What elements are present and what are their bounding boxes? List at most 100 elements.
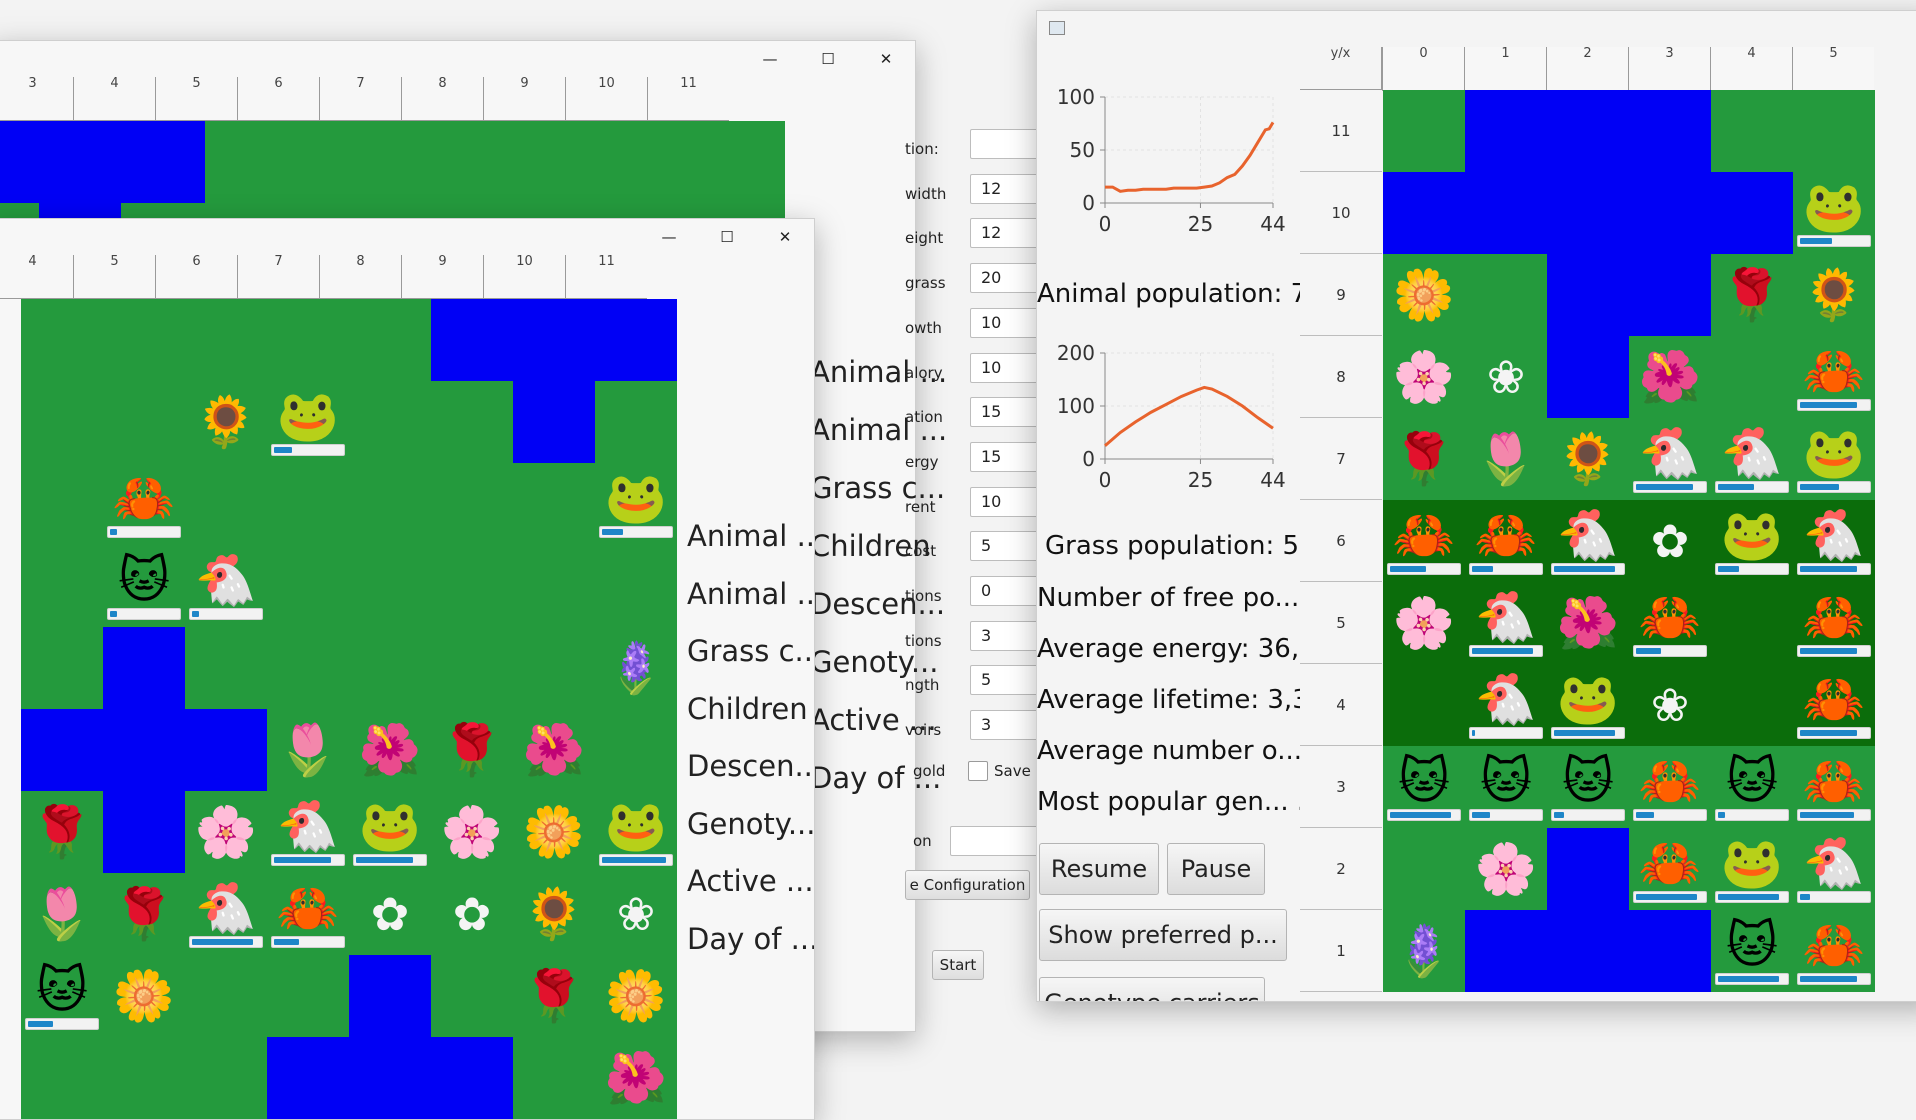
grass-cell[interactable] — [595, 709, 677, 791]
save-configuration-button[interactable]: e Configuration — [905, 870, 1030, 900]
grass-cell[interactable] — [431, 955, 513, 1037]
grass-cell[interactable]: 🌸 — [431, 791, 513, 873]
jungle-cell[interactable]: 🐔 — [1547, 500, 1629, 582]
genotype-carriers-button[interactable]: Genotype carriers — [1039, 977, 1265, 1002]
grass-cell[interactable]: 🌻 — [513, 873, 595, 955]
grass-cell[interactable]: 🌻 — [1547, 418, 1629, 500]
water-cell[interactable] — [103, 791, 185, 873]
grass-cell[interactable] — [185, 299, 267, 381]
water-cell[interactable] — [103, 709, 185, 791]
jungle-cell[interactable]: 🦀 — [1793, 582, 1875, 664]
grass-cell[interactable] — [431, 381, 513, 463]
water-cell[interactable] — [431, 299, 513, 381]
grass-cell[interactable] — [267, 955, 349, 1037]
grass-cell[interactable]: 🐱 — [1711, 746, 1793, 828]
grass-cell[interactable]: 🪻 — [595, 627, 677, 709]
water-cell[interactable] — [1547, 336, 1629, 418]
grass-cell[interactable]: 🐱 — [1547, 746, 1629, 828]
grass-cell[interactable]: 🐱 — [1465, 746, 1547, 828]
config-field-input[interactable]: 10 — [970, 308, 1040, 338]
grass-cell[interactable]: 🐔 — [185, 873, 267, 955]
grass-cell[interactable]: 🌺 — [1629, 336, 1711, 418]
grass-cell[interactable]: 🐱 — [1383, 746, 1465, 828]
water-cell[interactable] — [267, 1037, 349, 1119]
grass-cell[interactable]: 🌹 — [103, 873, 185, 955]
water-cell[interactable] — [595, 299, 677, 381]
grass-cell[interactable] — [21, 463, 103, 545]
grass-cell[interactable] — [267, 463, 349, 545]
water-cell[interactable] — [513, 381, 595, 463]
grass-cell[interactable] — [103, 1037, 185, 1119]
grass-cell[interactable] — [513, 1037, 595, 1119]
config-field-input[interactable]: 5 — [970, 665, 1040, 695]
grass-cell[interactable] — [1711, 336, 1793, 418]
jungle-cell[interactable] — [1383, 664, 1465, 746]
grass-cell[interactable]: 🌺 — [595, 1037, 677, 1119]
grass-cell[interactable]: 🌹 — [21, 791, 103, 873]
grass-cell[interactable]: 🦀 — [1793, 910, 1875, 992]
water-cell[interactable] — [1465, 172, 1547, 254]
water-cell[interactable] — [1547, 254, 1629, 336]
water-cell[interactable] — [349, 955, 431, 1037]
grass-cell[interactable] — [21, 299, 103, 381]
grass-cell[interactable]: ✿ — [349, 873, 431, 955]
grass-cell[interactable]: 🌸 — [1383, 336, 1465, 418]
grass-cell[interactable] — [431, 463, 513, 545]
jungle-cell[interactable]: 🌸 — [1383, 582, 1465, 664]
grass-cell[interactable] — [21, 627, 103, 709]
config-field-input[interactable]: 3 — [970, 710, 1040, 740]
grass-cell[interactable] — [431, 627, 513, 709]
grass-cell[interactable]: ❀ — [595, 873, 677, 955]
grass-cell[interactable]: 🌹 — [1711, 254, 1793, 336]
grass-cell[interactable]: 🌼 — [595, 955, 677, 1037]
grass-cell[interactable]: 🐔 — [1629, 418, 1711, 500]
grass-cell[interactable] — [349, 463, 431, 545]
water-cell[interactable] — [1465, 910, 1547, 992]
config-field-input[interactable] — [970, 129, 1040, 159]
grass-cell[interactable]: 🦀 — [1629, 746, 1711, 828]
grass-cell[interactable] — [185, 955, 267, 1037]
grass-cell[interactable]: 🦀 — [267, 873, 349, 955]
grass-cell[interactable]: 🌹 — [513, 955, 595, 1037]
grass-cell[interactable]: 🌺 — [513, 709, 595, 791]
jungle-cell[interactable]: ❀ — [1629, 664, 1711, 746]
grass-cell[interactable] — [185, 1037, 267, 1119]
grass-cell[interactable] — [267, 627, 349, 709]
jungle-cell[interactable]: 🐸 — [1711, 500, 1793, 582]
config-field-input[interactable]: 20 — [970, 263, 1040, 293]
grass-cell[interactable] — [1383, 90, 1465, 172]
config-field-input[interactable]: 3 — [970, 621, 1040, 651]
jungle-cell[interactable]: 🐔 — [1793, 500, 1875, 582]
jungle-cell[interactable]: 🦀 — [1465, 500, 1547, 582]
grass-cell[interactable]: 🐔 — [185, 545, 267, 627]
grass-cell[interactable] — [103, 381, 185, 463]
jungle-cell[interactable] — [1711, 582, 1793, 664]
minimize-button[interactable]: — — [741, 41, 799, 77]
grass-cell[interactable]: 🐱 — [103, 545, 185, 627]
config-field-input[interactable]: 0 — [970, 576, 1040, 606]
grass-cell[interactable]: 🌻 — [185, 381, 267, 463]
maximize-button[interactable]: ☐ — [799, 41, 857, 77]
water-cell[interactable] — [1711, 172, 1793, 254]
water-cell[interactable] — [1547, 172, 1629, 254]
water-cell[interactable] — [1629, 254, 1711, 336]
grass-cell[interactable] — [513, 463, 595, 545]
grass-cell[interactable]: 🐔 — [1793, 828, 1875, 910]
grass-cell[interactable]: 🐸 — [1711, 828, 1793, 910]
grass-cell[interactable]: 🐱 — [21, 955, 103, 1037]
grass-cell[interactable]: 🦀 — [1629, 828, 1711, 910]
config-name-input[interactable] — [950, 826, 1040, 856]
grass-cell[interactable] — [349, 381, 431, 463]
config-field-input[interactable]: 12 — [970, 174, 1040, 204]
jungle-cell[interactable]: 🌺 — [1547, 582, 1629, 664]
water-cell[interactable] — [1547, 910, 1629, 992]
grass-cell[interactable] — [431, 545, 513, 627]
grass-cell[interactable]: 🌹 — [431, 709, 513, 791]
config-field-input[interactable]: 10 — [970, 353, 1040, 383]
config-field-input[interactable]: 5 — [970, 531, 1040, 561]
grass-cell[interactable] — [1793, 90, 1875, 172]
grass-cell[interactable]: ❀ — [1465, 336, 1547, 418]
config-field-input[interactable]: 12 — [970, 218, 1040, 248]
water-cell[interactable] — [1383, 172, 1465, 254]
grass-cell[interactable]: 🌻 — [1793, 254, 1875, 336]
